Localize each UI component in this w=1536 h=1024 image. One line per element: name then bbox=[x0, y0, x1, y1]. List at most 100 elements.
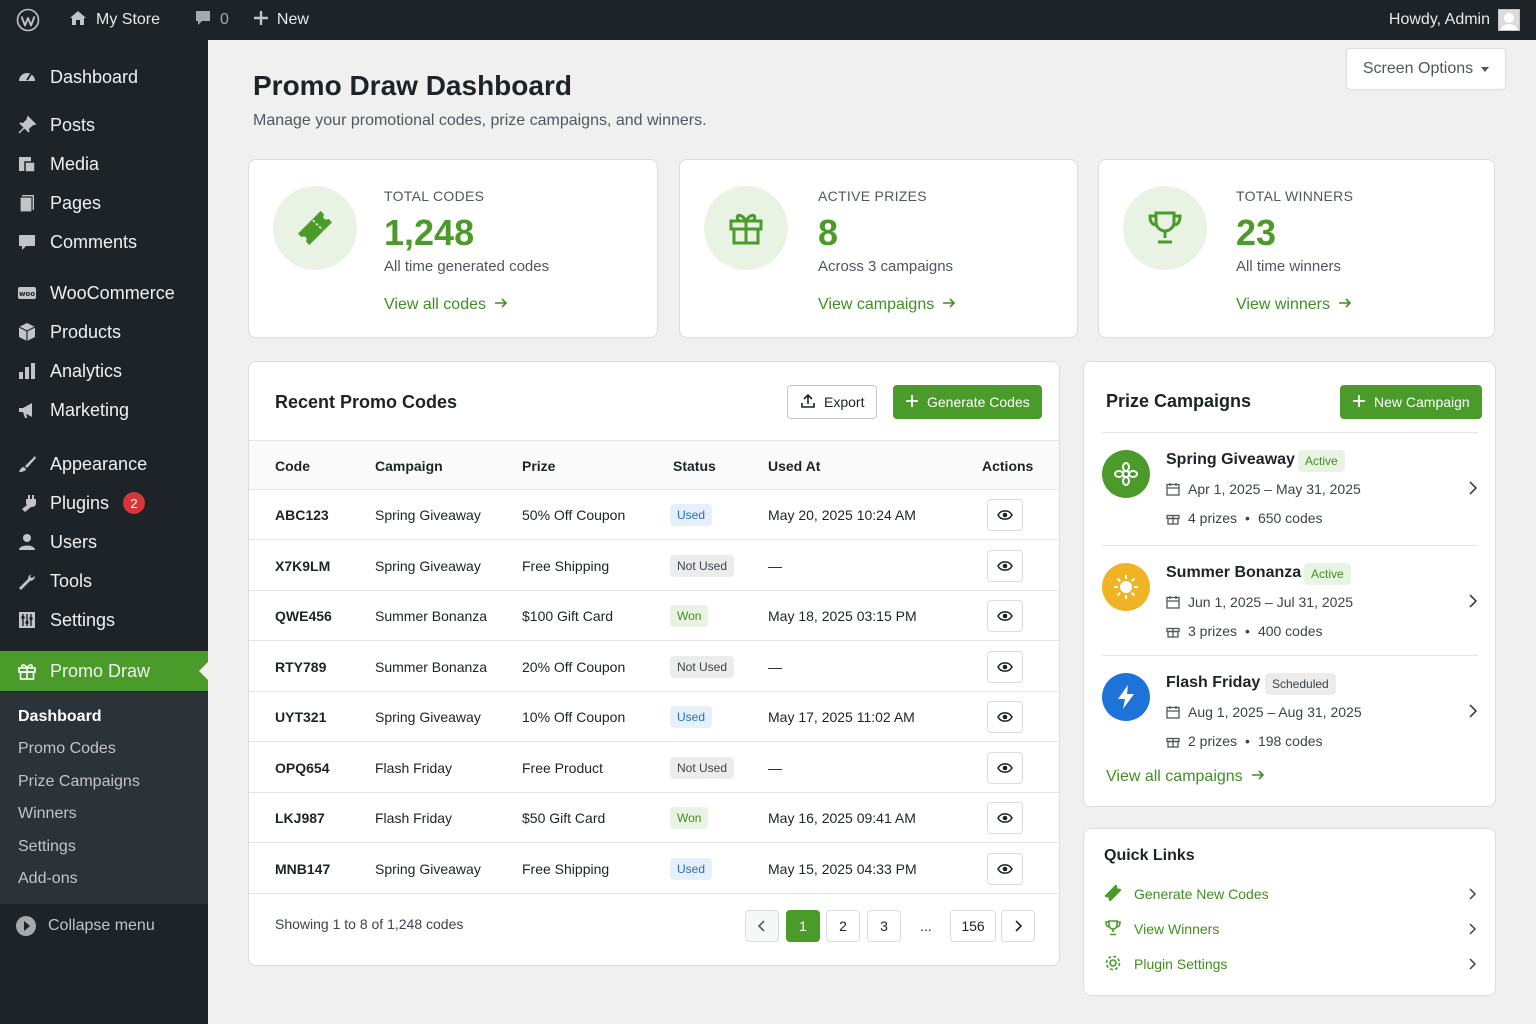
sidebar-item-tools[interactable]: Tools bbox=[0, 562, 208, 600]
chevron-right-icon bbox=[1015, 920, 1022, 932]
new-label: New bbox=[276, 11, 309, 28]
view-code-button[interactable] bbox=[987, 751, 1023, 784]
submenu-prize-campaigns[interactable]: Prize Campaigns bbox=[18, 773, 140, 790]
megaphone-icon bbox=[16, 399, 38, 421]
campaign-name: Flash Friday bbox=[1166, 674, 1261, 691]
campaign-meta: 2 prizes • 198 codes bbox=[1166, 733, 1323, 749]
link-label: Plugin Settings bbox=[1134, 956, 1228, 972]
prize-cell: $50 Gift Card bbox=[522, 810, 606, 826]
sidebar-item-promo-draw[interactable]: Promo Draw bbox=[0, 651, 209, 691]
site-name-link[interactable]: My Store bbox=[56, 0, 172, 40]
home-icon bbox=[68, 8, 88, 33]
campaign-cell: Spring Giveaway bbox=[375, 709, 481, 725]
stat-card-total-winners: TOTAL WINNERS 23 All time winners View w… bbox=[1098, 159, 1495, 338]
column-header[interactable]: Code bbox=[275, 458, 310, 474]
quick-link-plugin-settings[interactable]: Plugin Settings bbox=[1104, 953, 1476, 975]
view-all-codes-link[interactable]: View all codes bbox=[384, 296, 508, 314]
column-header[interactable]: Prize bbox=[522, 458, 556, 474]
sidebar-item-woocommerce[interactable]: woo WooCommerce bbox=[0, 274, 208, 312]
sidebar-item-comments[interactable]: Comments bbox=[0, 223, 208, 261]
pagination-page-last[interactable]: 156 bbox=[950, 910, 996, 942]
view-campaigns-link[interactable]: View campaigns bbox=[818, 296, 956, 314]
prize-cell: 10% Off Coupon bbox=[522, 709, 626, 725]
code-count: 400 codes bbox=[1257, 623, 1323, 639]
submenu-winners[interactable]: Winners bbox=[18, 805, 77, 822]
submenu-settings[interactable]: Settings bbox=[18, 838, 76, 855]
campaign-item-flash-friday[interactable]: Flash Friday Scheduled Aug 1, 2025 – Aug… bbox=[1102, 673, 1478, 753]
prize-count: 2 prizes bbox=[1188, 733, 1238, 749]
sidebar-item-pages[interactable]: Pages bbox=[0, 184, 208, 222]
sidebar-item-users[interactable]: Users bbox=[0, 523, 208, 561]
campaign-item-spring-giveaway[interactable]: Spring Giveaway Active Apr 1, 2025 – May… bbox=[1102, 450, 1478, 530]
new-content-link[interactable]: New bbox=[241, 0, 321, 40]
sidebar-item-appearance[interactable]: Appearance bbox=[0, 445, 208, 483]
sidebar-item-settings[interactable]: Settings bbox=[0, 601, 208, 639]
column-header[interactable]: Used At bbox=[768, 458, 821, 474]
quick-link-view-winners[interactable]: View Winners bbox=[1104, 918, 1476, 940]
chevron-right-icon[interactable] bbox=[1468, 593, 1478, 609]
button-label: Export bbox=[824, 394, 865, 410]
stat-value: 1,248 bbox=[384, 212, 475, 253]
comments-link[interactable]: 0 bbox=[182, 0, 241, 40]
quick-link-generate-codes[interactable]: Generate New Codes bbox=[1104, 883, 1476, 905]
sidebar-item-label: Users bbox=[50, 531, 98, 552]
sidebar-item-plugins[interactable]: Plugins 2 bbox=[0, 484, 208, 522]
chevron-right-icon bbox=[1469, 923, 1476, 935]
pagination-next-button[interactable] bbox=[1001, 910, 1035, 942]
prize-count: 3 prizes bbox=[1188, 623, 1238, 639]
admin-sidebar: Dashboard Posts Media Pages Comments woo… bbox=[0, 40, 209, 1024]
prize-cell: 50% Off Coupon bbox=[522, 507, 626, 523]
howdy-text: Howdy, Admin bbox=[1388, 11, 1490, 28]
view-code-button[interactable] bbox=[987, 852, 1023, 885]
generate-codes-button[interactable]: Generate Codes bbox=[893, 385, 1042, 419]
pagination-page-2[interactable]: 2 bbox=[826, 910, 860, 942]
campaign-cell: Flash Friday bbox=[375, 810, 453, 826]
sidebar-item-posts[interactable]: Posts bbox=[0, 106, 208, 144]
code-cell: MNB147 bbox=[275, 860, 331, 877]
chevron-right-icon[interactable] bbox=[1468, 480, 1478, 496]
view-code-button[interactable] bbox=[987, 802, 1023, 834]
status-badge: Won bbox=[670, 807, 709, 829]
view-code-button[interactable] bbox=[987, 650, 1023, 683]
used-at-cell: — bbox=[768, 759, 782, 776]
view-code-button[interactable] bbox=[987, 701, 1023, 733]
prize-cell: $100 Gift Card bbox=[522, 608, 614, 624]
new-campaign-button[interactable]: New Campaign bbox=[1340, 385, 1482, 419]
collapse-menu-button[interactable]: Collapse menu bbox=[16, 916, 155, 936]
screen-options-button[interactable]: Screen Options bbox=[1346, 48, 1506, 90]
code-cell: X7K9LM bbox=[275, 557, 331, 574]
chevron-right-icon[interactable] bbox=[1468, 703, 1478, 719]
export-button[interactable]: Export bbox=[787, 385, 878, 419]
sidebar-item-products[interactable]: Products bbox=[0, 313, 208, 351]
gear-icon bbox=[1104, 954, 1122, 975]
pagination-page-1[interactable]: 1 bbox=[786, 910, 820, 942]
column-header[interactable]: Campaign bbox=[375, 458, 443, 474]
eye-icon bbox=[997, 762, 1013, 773]
view-all-campaigns-link[interactable]: View all campaigns bbox=[1106, 768, 1265, 786]
table-header: Code Campaign Prize Status Used At Actio… bbox=[249, 440, 1059, 490]
view-code-button[interactable] bbox=[987, 600, 1023, 632]
link-label: View all codes bbox=[384, 296, 486, 313]
campaign-item-summer-bonanza[interactable]: Summer Bonanza Active Jun 1, 2025 – Jul … bbox=[1102, 563, 1478, 643]
view-code-button[interactable] bbox=[987, 499, 1023, 531]
view-code-button[interactable] bbox=[987, 549, 1023, 582]
pagination-page-3[interactable]: 3 bbox=[867, 910, 901, 942]
card-title: Quick Links bbox=[1104, 847, 1195, 864]
sidebar-item-dashboard[interactable]: Dashboard bbox=[0, 58, 208, 96]
table-row: UYT321 Spring Giveaway 10% Off Coupon May 1… bbox=[249, 692, 1059, 742]
sliders-icon bbox=[16, 609, 38, 631]
sidebar-item-media[interactable]: Media bbox=[0, 145, 208, 183]
sidebar-item-analytics[interactable]: Analytics bbox=[0, 352, 208, 390]
divider bbox=[1102, 655, 1478, 656]
submenu-add-ons[interactable]: Add-ons bbox=[18, 870, 78, 887]
pagination-prev-button[interactable] bbox=[745, 910, 779, 942]
submenu-dashboard[interactable]: Dashboard bbox=[18, 708, 102, 725]
column-header[interactable]: Status bbox=[673, 458, 716, 474]
view-winners-link[interactable]: View winners bbox=[1236, 296, 1352, 314]
dashboard-icon bbox=[16, 66, 38, 88]
sidebar-item-marketing[interactable]: Marketing bbox=[0, 391, 208, 429]
link-label: View Winners bbox=[1134, 921, 1220, 937]
account-menu[interactable]: Howdy, Admin bbox=[1377, 0, 1536, 40]
wordpress-logo-icon[interactable] bbox=[0, 0, 56, 40]
submenu-promo-codes[interactable]: Promo Codes bbox=[18, 740, 116, 757]
